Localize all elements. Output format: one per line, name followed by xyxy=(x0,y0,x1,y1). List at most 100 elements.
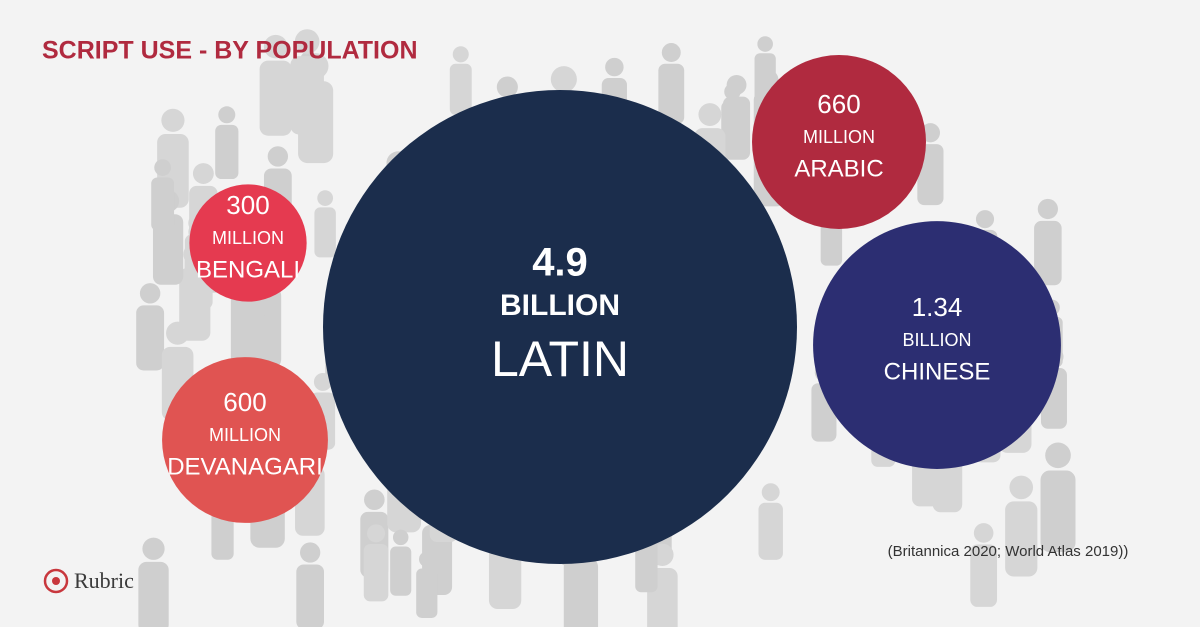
person xyxy=(1034,198,1062,286)
category-label: ARABIC xyxy=(794,155,883,182)
person-head xyxy=(166,321,190,345)
person xyxy=(215,106,239,180)
category-label: LATIN xyxy=(491,331,629,387)
category-label: CHINESE xyxy=(884,358,991,385)
unit-label: MILLION xyxy=(209,425,281,445)
person-head xyxy=(419,551,435,568)
person xyxy=(138,537,169,627)
person-head xyxy=(1045,442,1071,469)
bubble-group: 660 MILLION ARABIC xyxy=(752,55,926,229)
person-body xyxy=(314,207,336,258)
person-head xyxy=(496,76,518,98)
source: (Britannica 2020; World Atlas 2019)) xyxy=(888,543,1129,560)
person-head xyxy=(317,190,334,206)
bubble-group: 4.9 BILLION LATIN xyxy=(323,90,797,564)
bubble xyxy=(323,90,797,564)
person-head xyxy=(313,372,332,391)
person-head xyxy=(661,43,681,63)
person-head xyxy=(452,46,469,63)
bubble xyxy=(189,184,307,302)
person xyxy=(390,529,412,596)
person xyxy=(314,190,336,258)
unit-label: MILLION xyxy=(212,228,284,248)
unit-label: BILLION xyxy=(500,289,620,322)
person-head xyxy=(218,106,236,124)
person-head xyxy=(300,542,321,563)
person-body xyxy=(416,568,438,618)
person-body xyxy=(152,214,184,285)
person-body xyxy=(363,543,389,602)
person-head xyxy=(550,66,577,93)
person-head xyxy=(392,529,409,546)
bubble xyxy=(752,55,926,229)
unit-label: MILLION xyxy=(803,127,875,147)
person-head xyxy=(294,29,320,54)
person-head xyxy=(757,36,773,52)
person-body xyxy=(136,305,165,371)
person-body xyxy=(151,177,175,231)
person-body xyxy=(390,546,412,596)
person xyxy=(970,523,998,607)
bubble xyxy=(813,221,1061,469)
value-label: 1.34 xyxy=(912,292,963,322)
value-label: 600 xyxy=(223,387,266,417)
person-head xyxy=(724,83,741,100)
person-head xyxy=(1037,198,1058,220)
person-body xyxy=(290,56,324,135)
person-head xyxy=(761,483,780,502)
person xyxy=(721,83,744,154)
person-head xyxy=(364,489,385,511)
person-head xyxy=(605,57,624,77)
person-body xyxy=(230,289,264,366)
person xyxy=(449,46,472,115)
bubble-group: 1.34 BILLION CHINESE xyxy=(813,221,1061,469)
person-body xyxy=(259,60,292,136)
person xyxy=(1005,475,1038,577)
chart-title: SCRIPT USE - BY POPULATION xyxy=(42,37,418,65)
person-body xyxy=(1040,470,1076,553)
person xyxy=(296,542,325,627)
person xyxy=(136,283,165,371)
person-body xyxy=(449,63,472,115)
person-body xyxy=(138,561,169,627)
person xyxy=(259,34,292,136)
person-head xyxy=(367,524,386,543)
category-label: BENGALI xyxy=(196,256,300,283)
person-body xyxy=(658,63,685,125)
person-body xyxy=(1005,501,1038,577)
person-body xyxy=(758,502,783,560)
person-body xyxy=(970,544,998,607)
bubble-group: 600 MILLION DEVANAGARI xyxy=(162,357,328,523)
person-head xyxy=(142,537,165,560)
person-head xyxy=(263,34,288,59)
person xyxy=(658,43,685,125)
person-head xyxy=(154,159,172,176)
person-body xyxy=(215,124,239,180)
value-label: 300 xyxy=(226,190,269,220)
person-head xyxy=(267,146,289,167)
logo: Rubric xyxy=(43,568,134,594)
person xyxy=(758,483,783,560)
person-head xyxy=(1009,475,1034,500)
person-head xyxy=(139,283,161,304)
bubble-group: 300 MILLION BENGALI xyxy=(189,184,307,302)
person xyxy=(1040,442,1076,553)
person-head xyxy=(192,163,214,184)
person-head xyxy=(973,523,994,543)
person-body xyxy=(635,540,658,593)
logo-dot xyxy=(52,577,60,585)
brand: Rubric xyxy=(74,568,134,593)
person-body xyxy=(296,564,325,627)
bubble xyxy=(162,357,328,523)
person xyxy=(151,159,175,231)
category-label: DEVANAGARI xyxy=(167,453,323,480)
person-body xyxy=(1034,220,1062,286)
person-head xyxy=(161,108,185,132)
value-label: 660 xyxy=(817,89,860,119)
person xyxy=(290,29,324,135)
unit-label: BILLION xyxy=(902,330,971,350)
person xyxy=(363,524,389,602)
logo-mark xyxy=(43,568,69,594)
person-body xyxy=(563,557,599,627)
